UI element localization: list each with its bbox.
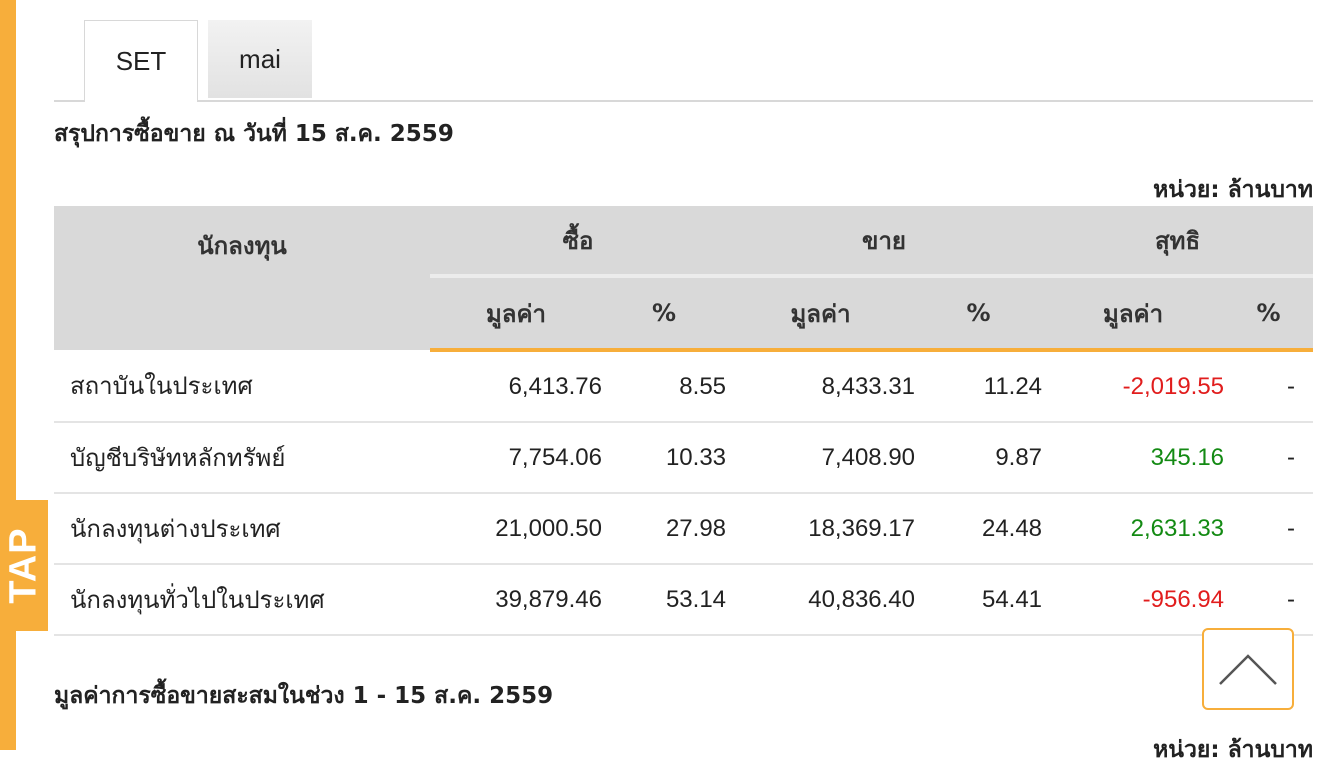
header-net: สุทธิ: [1042, 206, 1314, 276]
investor-name: บัญชีบริษัทหลักทรัพย์: [54, 422, 430, 494]
subheader-sell-value: มูลค่า: [726, 274, 916, 352]
net-percent: -: [1224, 493, 1314, 565]
investor-name: สถาบันในประเทศ: [54, 350, 430, 423]
table-row: สถาบันในประเทศ 6,413.76 8.55 8,433.31 11…: [54, 350, 1314, 423]
sell-value: 18,369.17: [726, 493, 916, 565]
subheader-net-value: มูลค่า: [1042, 274, 1225, 352]
sell-value: 40,836.40: [726, 564, 916, 636]
buy-value: 39,879.46: [430, 564, 602, 636]
unit-label-2: หน่วย: ล้านบาท: [1153, 737, 1313, 763]
subheader-buy-value: มูลค่า: [430, 274, 602, 352]
tap-side-tab-label: TAP: [2, 527, 45, 604]
sell-value: 7,408.90: [726, 422, 916, 494]
header-sell: ขาย: [726, 206, 1043, 276]
net-value: -2,019.55: [1042, 350, 1225, 423]
net-percent: -: [1224, 564, 1314, 636]
summary-title: สรุปการซื้อขาย ณ วันที่ 15 ส.ค. 2559: [54, 121, 454, 147]
buy-value: 6,413.76: [430, 350, 602, 423]
tap-side-tab[interactable]: TAP: [0, 500, 48, 631]
buy-value: 7,754.06: [430, 422, 602, 494]
investor-name: นักลงทุนทั่วไปในประเทศ: [54, 564, 430, 636]
net-value: 345.16: [1042, 422, 1225, 494]
sell-percent: 54.41: [915, 564, 1043, 636]
sell-value: 8,433.31: [726, 350, 916, 423]
buy-percent: 10.33: [602, 422, 727, 494]
net-value: -956.94: [1042, 564, 1225, 636]
unit-label: หน่วย: ล้านบาท: [1153, 177, 1313, 203]
table-row: บัญชีบริษัทหลักทรัพย์ 7,754.06 10.33 7,4…: [54, 422, 1314, 494]
tab-set[interactable]: SET: [84, 20, 198, 102]
sell-percent: 9.87: [915, 422, 1043, 494]
investor-name: นักลงทุนต่างประเทศ: [54, 493, 430, 565]
cumulative-title: มูลค่าการซื้อขายสะสมในช่วง 1 - 15 ส.ค. 2…: [54, 683, 554, 709]
sell-percent: 11.24: [915, 350, 1043, 423]
header-buy: ซื้อ: [430, 206, 727, 276]
subheader-buy-percent: %: [602, 274, 727, 352]
buy-percent: 8.55: [602, 350, 727, 423]
chevron-up-icon: [1219, 654, 1277, 685]
buy-value: 21,000.50: [430, 493, 602, 565]
buy-percent: 27.98: [602, 493, 727, 565]
table-row: นักลงทุนทั่วไปในประเทศ 39,879.46 53.14 4…: [54, 564, 1314, 636]
table-row: นักลงทุนต่างประเทศ 21,000.50 27.98 18,36…: [54, 493, 1314, 565]
tab-mai[interactable]: mai: [208, 20, 312, 98]
header-investor: นักลงทุน: [54, 206, 430, 350]
net-value: 2,631.33: [1042, 493, 1225, 565]
market-tabs: SET mai: [54, 20, 1313, 102]
subheader-sell-percent: %: [915, 274, 1043, 352]
net-percent: -: [1224, 350, 1314, 423]
sell-percent: 24.48: [915, 493, 1043, 565]
buy-percent: 53.14: [602, 564, 727, 636]
net-percent: -: [1224, 422, 1314, 494]
subheader-net-percent: %: [1224, 274, 1314, 352]
scroll-to-top-button[interactable]: [1202, 628, 1294, 710]
left-accent-strip: [0, 0, 16, 750]
trading-summary-table: นักลงทุน ซื้อ ขาย สุทธิ มูลค่า % มูลค่า …: [54, 206, 1314, 636]
